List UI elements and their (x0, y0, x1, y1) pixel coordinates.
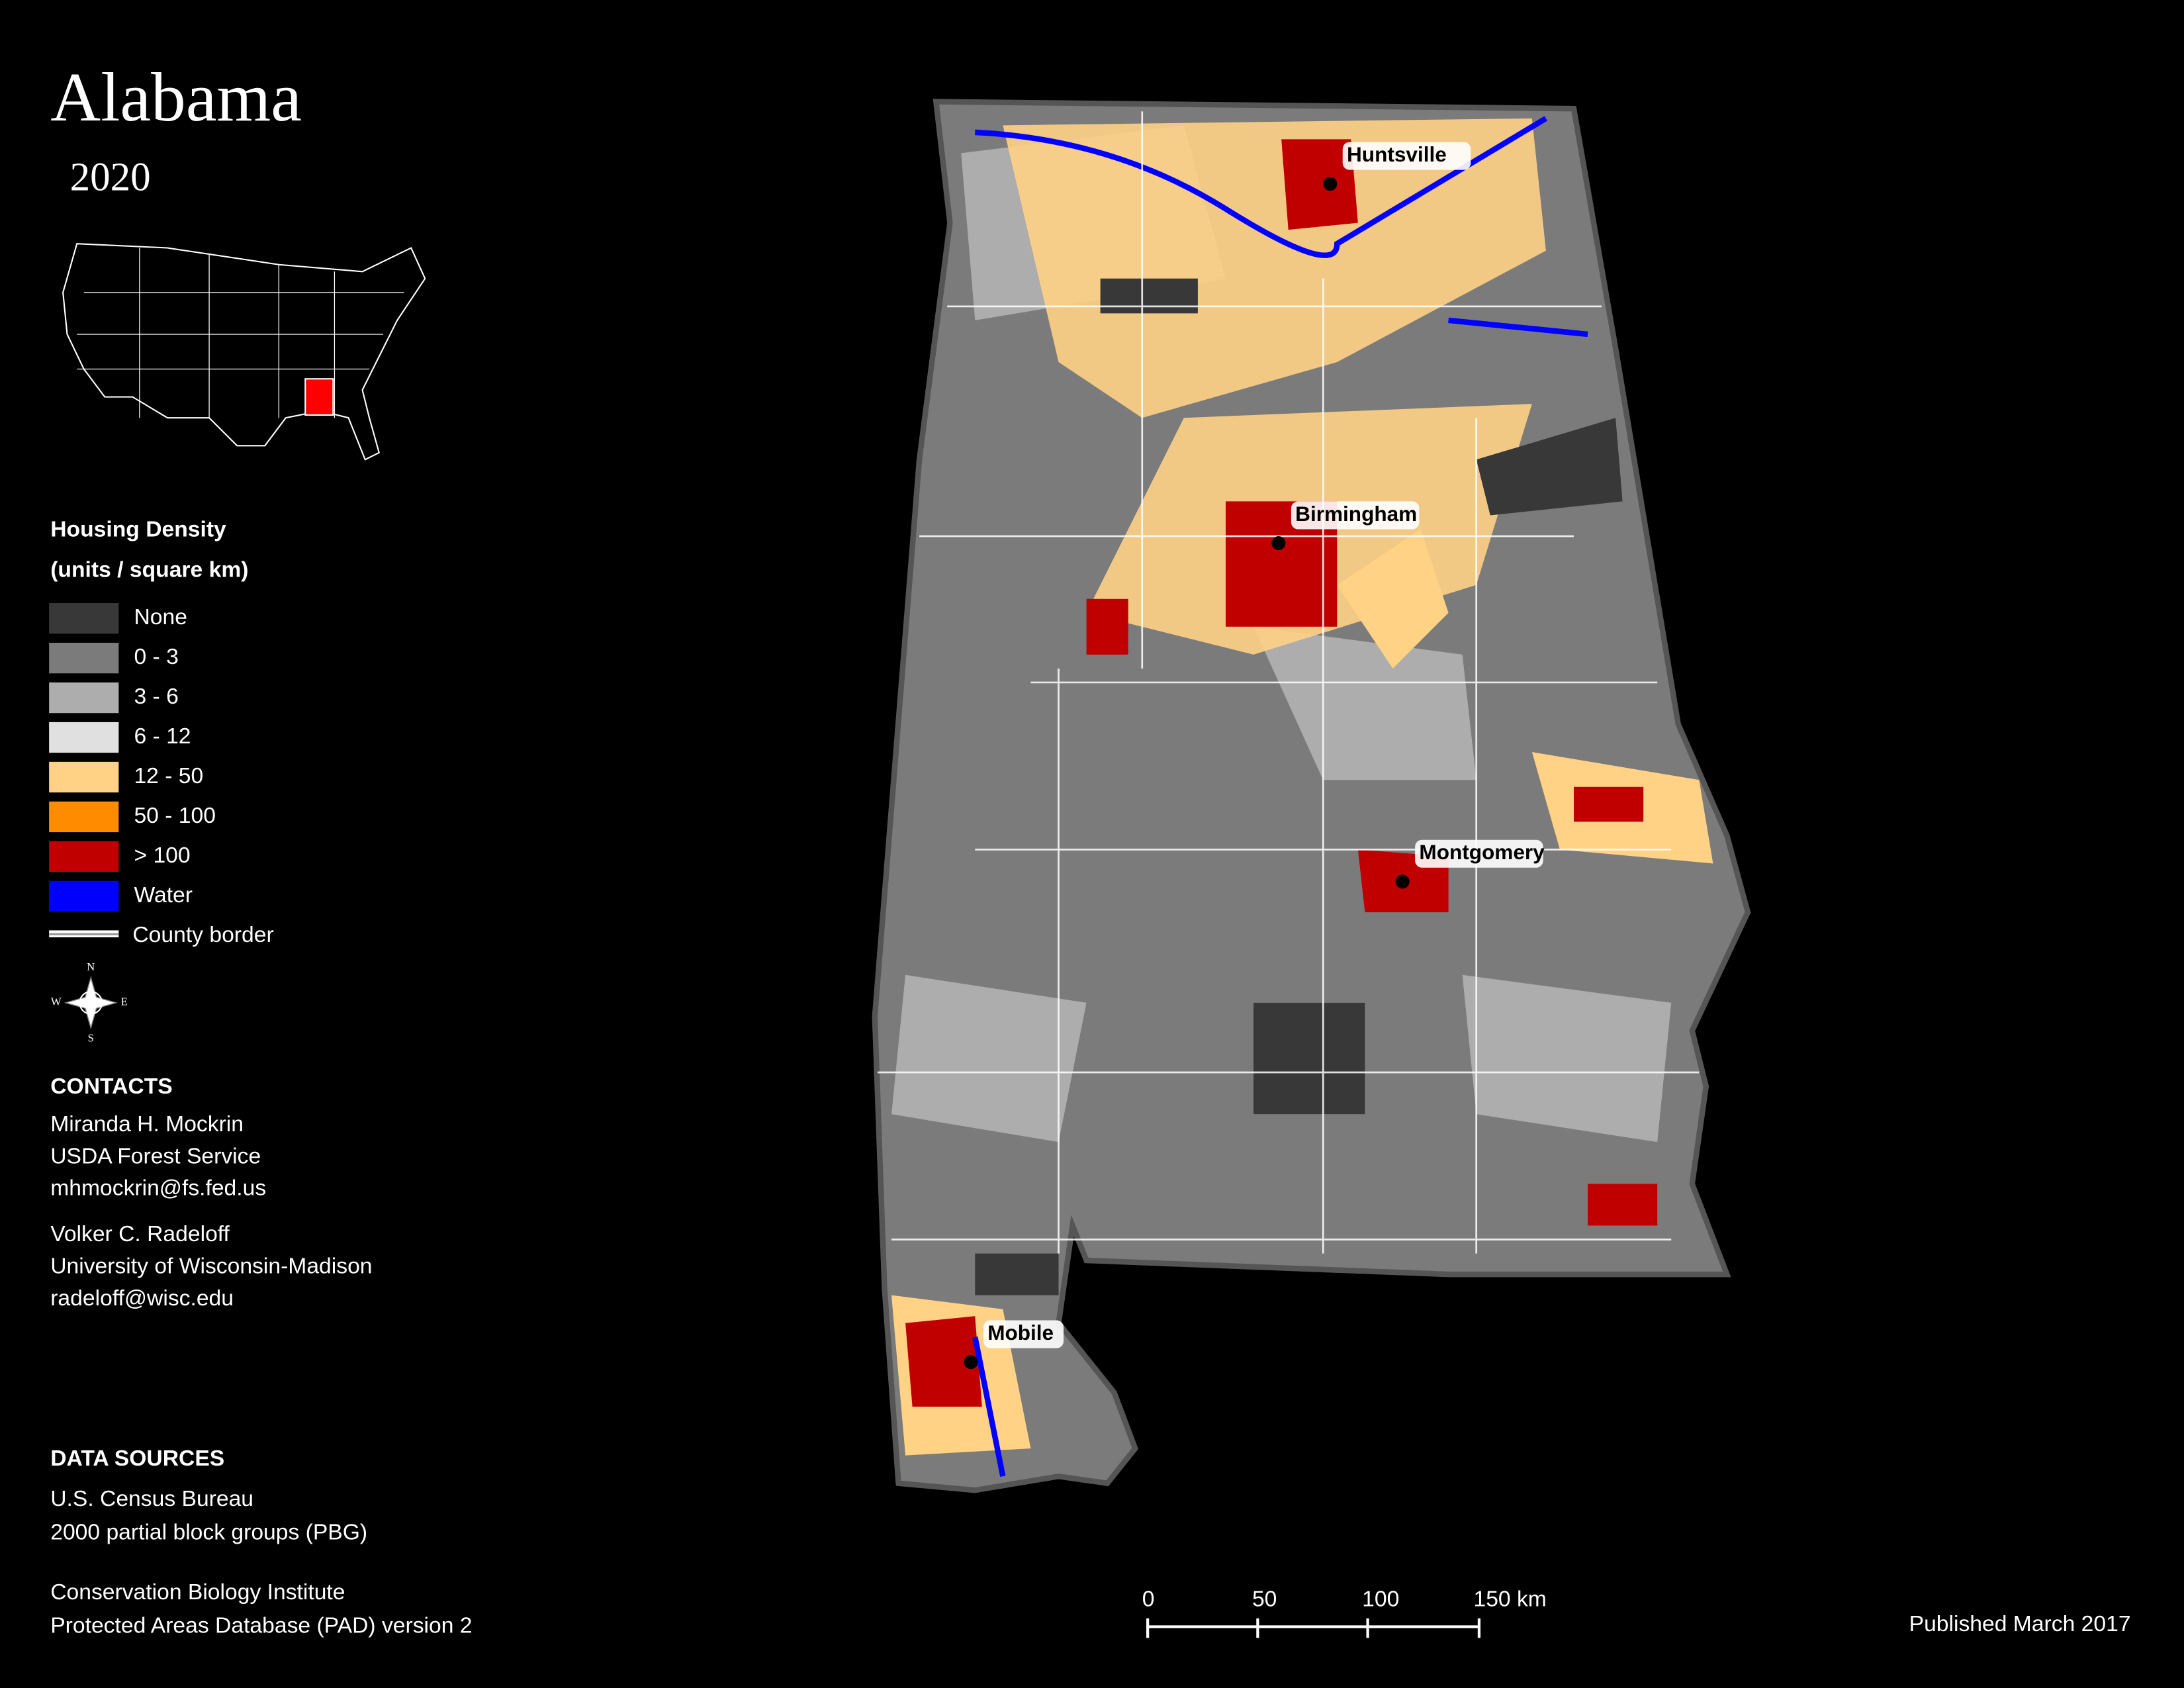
legend: None 0 - 3 3 - 6 6 - 12 12 - 50 50 - 100 > 100… (49, 603, 216, 912)
city-dot (1271, 536, 1286, 551)
compass-n: N (87, 961, 95, 973)
compass-e: E (121, 996, 128, 1008)
city-dot (1395, 874, 1410, 889)
title: Alabama (50, 58, 302, 136)
state-map (872, 99, 1751, 1493)
compass-w: W (51, 996, 62, 1008)
legend-label: County border (132, 923, 273, 947)
city-label-bg (1342, 142, 1471, 170)
city-label: Huntsville (1347, 142, 1447, 166)
legend-label: 3 - 6 (134, 684, 178, 709)
scale-label: 150 km (1473, 1587, 1546, 1611)
scale-label: 100 (1362, 1587, 1399, 1611)
sources-title: DATA SOURCES (50, 1446, 224, 1471)
source-line: U.S. Census Bureau (50, 1487, 253, 1511)
scale-label: 50 (1252, 1587, 1277, 1611)
city-label-bg (983, 1320, 1064, 1348)
contacts-title: CONTACTS (50, 1074, 172, 1099)
contact-line: Volker C. Radeloff (50, 1222, 230, 1246)
city-label: Birmingham (1295, 502, 1417, 526)
legend-swatch (49, 642, 119, 674)
year: 2020 (70, 156, 151, 200)
city-label-bg (1415, 839, 1543, 868)
scale-bar: 0 50 100 150 km (1142, 1587, 1547, 1638)
legend-label: 0 - 3 (134, 645, 178, 669)
sources: U.S. Census Bureau 2000 partial block gro… (50, 1487, 472, 1638)
contact-line: radeloff@wisc.edu (50, 1286, 234, 1311)
city-dot (964, 1355, 978, 1370)
legend-swatch (49, 801, 119, 833)
legend-label: > 100 (134, 843, 190, 868)
legend-title: Housing Density (50, 517, 226, 541)
legend-label: None (134, 605, 187, 630)
scale-label: 0 (1142, 1587, 1155, 1611)
legend-label: 12 - 50 (134, 764, 203, 788)
legend-swatch (49, 682, 119, 714)
city-label: Mobile (987, 1321, 1054, 1344)
compass-s: S (88, 1031, 94, 1044)
legend-swatch (49, 880, 119, 912)
city-dot (1323, 177, 1338, 191)
legend-label: Water (134, 883, 193, 908)
city-label: Montgomery (1419, 840, 1545, 864)
contacts: Miranda H. Mockrin USDA Forest Service mhm… (50, 1112, 372, 1311)
contact-line: mhmockrin@fs.fed.us (50, 1176, 266, 1201)
border-swatch-inner (49, 933, 119, 935)
legend-swatch (49, 761, 119, 793)
city-label-bg (1291, 501, 1420, 530)
contact-line: USDA Forest Service (50, 1144, 261, 1168)
contact-line: Miranda H. Mockrin (50, 1112, 244, 1137)
legend-label: 6 - 12 (134, 724, 191, 749)
published: Published March 2017 (1909, 1612, 2131, 1636)
legend-swatch (49, 722, 119, 753)
legend-swatch (49, 841, 119, 872)
legend-swatch (49, 603, 119, 634)
source-line: 2000 partial block groups (PBG) (50, 1520, 367, 1544)
legend-label: 50 - 100 (134, 804, 216, 828)
cities: Huntsville Birmingham Montgomery Mobile (964, 142, 1545, 1370)
us-inset (62, 243, 426, 461)
source-line: Conservation Biology Institute (50, 1580, 345, 1605)
source-line: Protected Areas Database (PAD) version 2 (50, 1613, 472, 1638)
compass: N S E W (51, 961, 128, 1044)
contact-line: University of Wisconsin-Madison (50, 1254, 372, 1278)
legend-subtitle: (units / square km) (50, 558, 248, 583)
